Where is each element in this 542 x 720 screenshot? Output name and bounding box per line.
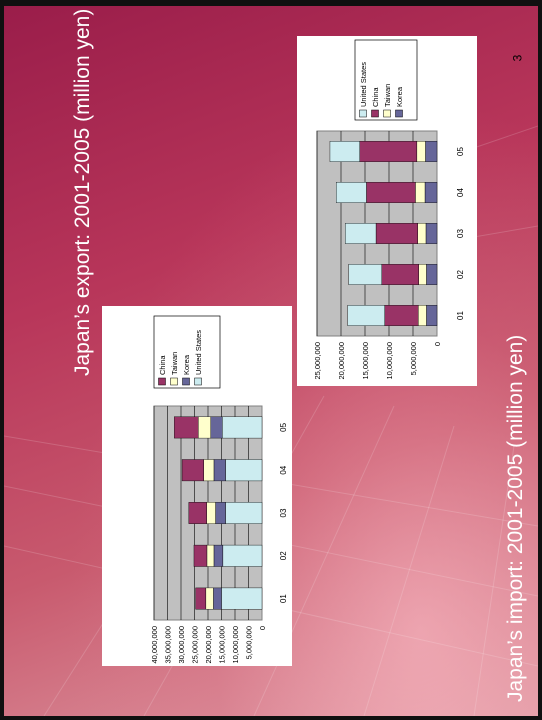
y-tick-label: 20,000,000 bbox=[337, 342, 346, 380]
category-label: 02 bbox=[456, 270, 465, 279]
category-label: 02 bbox=[279, 551, 288, 560]
bar-korea-02 bbox=[426, 264, 437, 285]
bar-korea-05 bbox=[211, 417, 223, 438]
legend-label-united-states: United States bbox=[359, 62, 368, 107]
bar-korea-03 bbox=[426, 223, 437, 244]
bar-taiwan-04 bbox=[204, 460, 214, 481]
bar-taiwan-02 bbox=[419, 264, 427, 285]
import-title: Japan’s import: 2001-2005 (million yen) bbox=[504, 335, 528, 702]
bar-korea-01 bbox=[213, 588, 221, 609]
bar-china-05 bbox=[360, 141, 417, 162]
y-tick-label: 35,000,000 bbox=[164, 626, 173, 664]
bar-china-03 bbox=[189, 502, 207, 523]
bar-korea-02 bbox=[214, 545, 223, 566]
y-tick-label: 5,000,000 bbox=[245, 626, 254, 659]
export-chart: 0 5,000,000 10,000,000 15,000,000 20,000,000… bbox=[102, 306, 292, 666]
y-tick-label: 25,000,000 bbox=[313, 342, 322, 380]
bar-united-states-02 bbox=[349, 264, 382, 285]
legend-label-united-states: United States bbox=[194, 330, 203, 375]
y-tick-label: 10,000,000 bbox=[385, 342, 394, 380]
y-tick-label: 15,000,000 bbox=[218, 626, 227, 664]
category-label: 05 bbox=[279, 422, 288, 431]
bar-taiwan-02 bbox=[207, 545, 214, 566]
legend-swatch-korea bbox=[396, 110, 403, 117]
legend-label-china: China bbox=[371, 87, 380, 107]
bar-korea-01 bbox=[426, 305, 437, 326]
y-tick-label: 15,000,000 bbox=[361, 342, 370, 380]
bar-taiwan-03 bbox=[418, 223, 426, 244]
y-tick-label: 40,000,000 bbox=[150, 626, 159, 664]
slide: Japan’s export: 2001-2005 (million yen) … bbox=[4, 6, 538, 716]
bar-china-03 bbox=[376, 223, 418, 244]
bar-korea-05 bbox=[425, 141, 437, 162]
export-title: Japan’s export: 2001-2005 (million yen) bbox=[71, 9, 95, 376]
legend-label-china: China bbox=[158, 355, 167, 375]
bar-taiwan-03 bbox=[207, 502, 216, 523]
y-tick-label: 10,000,000 bbox=[231, 626, 240, 664]
legend-swatch-korea bbox=[183, 378, 190, 385]
y-tick-label: 25,000,000 bbox=[191, 626, 200, 664]
export-chart-svg: 0 5,000,000 10,000,000 15,000,000 20,000,000… bbox=[102, 306, 292, 666]
legend-swatch-china bbox=[372, 110, 379, 117]
category-label: 03 bbox=[279, 508, 288, 517]
bar-china-05 bbox=[174, 417, 198, 438]
category-label: 01 bbox=[279, 594, 288, 603]
legend-label-taiwan: Taiwan bbox=[170, 352, 179, 375]
legend-label-korea: Korea bbox=[182, 354, 191, 375]
bar-united-states-05 bbox=[222, 417, 262, 438]
category-label: 04 bbox=[456, 188, 465, 197]
import-chart-svg: 0 5,000,000 10,000,000 15,000,000 20,000,000… bbox=[297, 36, 477, 386]
bar-united-states-03 bbox=[345, 223, 376, 244]
bar-korea-04 bbox=[425, 182, 437, 203]
bar-china-04 bbox=[182, 460, 204, 481]
bar-china-02 bbox=[194, 545, 207, 566]
category-label: 05 bbox=[456, 147, 465, 156]
bar-taiwan-05 bbox=[198, 417, 210, 438]
bar-united-states-04 bbox=[336, 182, 366, 203]
legend-swatch-united-states bbox=[195, 378, 202, 385]
bar-united-states-01 bbox=[348, 305, 385, 326]
bar-korea-04 bbox=[214, 460, 226, 481]
category-label: 01 bbox=[456, 311, 465, 320]
category-label: 04 bbox=[279, 465, 288, 474]
category-label: 03 bbox=[456, 229, 465, 238]
y-tick-label: 0 bbox=[258, 626, 267, 630]
bar-united-states-03 bbox=[226, 502, 262, 523]
legend-swatch-taiwan bbox=[384, 110, 391, 117]
bar-china-01 bbox=[385, 305, 419, 326]
bar-united-states-04 bbox=[226, 460, 262, 481]
legend-label-taiwan: Taiwan bbox=[383, 84, 392, 107]
bar-korea-03 bbox=[216, 502, 226, 523]
legend-label-korea: Korea bbox=[395, 86, 404, 107]
bar-taiwan-04 bbox=[415, 182, 425, 203]
legend-swatch-china bbox=[159, 378, 166, 385]
y-tick-label: 30,000,000 bbox=[177, 626, 186, 664]
legend-swatch-united-states bbox=[360, 110, 367, 117]
y-tick-label: 5,000,000 bbox=[409, 342, 418, 375]
bar-united-states-02 bbox=[223, 545, 262, 566]
import-chart: 0 5,000,000 10,000,000 15,000,000 20,000,000… bbox=[297, 36, 477, 386]
y-tick-label: 0 bbox=[433, 342, 442, 346]
bar-taiwan-05 bbox=[417, 141, 426, 162]
legend-box bbox=[154, 316, 220, 388]
bar-china-02 bbox=[382, 264, 419, 285]
y-tick-label: 20,000,000 bbox=[204, 626, 213, 664]
bar-taiwan-01 bbox=[418, 305, 426, 326]
bar-united-states-01 bbox=[222, 588, 263, 609]
bar-united-states-05 bbox=[330, 141, 360, 162]
bar-china-04 bbox=[366, 182, 415, 203]
legend-swatch-taiwan bbox=[171, 378, 178, 385]
bar-china-01 bbox=[196, 588, 206, 609]
bar-taiwan-01 bbox=[206, 588, 214, 609]
page-number: 3 bbox=[510, 55, 524, 62]
